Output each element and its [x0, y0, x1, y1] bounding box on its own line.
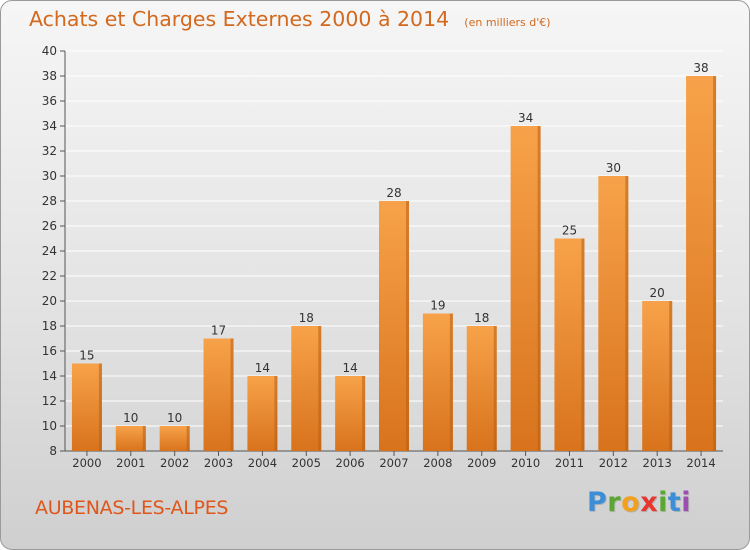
- x-tick-label: 2001: [116, 456, 145, 470]
- bar-value-label: 14: [342, 361, 357, 375]
- bar-value-label: 34: [518, 111, 533, 125]
- bar: [247, 376, 278, 451]
- bar: [335, 376, 366, 451]
- x-tick-label: 2009: [467, 456, 496, 470]
- bar: [466, 326, 497, 451]
- y-tick-label: 12: [42, 394, 57, 408]
- bar-value-label: 14: [255, 361, 270, 375]
- y-tick-label: 20: [42, 294, 57, 308]
- bar-value-label: 18: [474, 311, 489, 325]
- bar: [598, 176, 629, 451]
- x-tick-label: 2000: [72, 456, 101, 470]
- bar-shade: [406, 201, 409, 451]
- x-tick-label: 2010: [511, 456, 540, 470]
- x-tick-label: 2013: [643, 456, 672, 470]
- logo-letter: o: [621, 487, 641, 518]
- bar-value-label: 28: [386, 186, 401, 200]
- y-tick-label: 32: [42, 144, 57, 158]
- bar-value-label: 15: [79, 349, 94, 363]
- bar: [71, 363, 102, 451]
- y-tick-label: 16: [42, 344, 57, 358]
- bar-shade: [581, 238, 585, 451]
- y-tick-label: 38: [42, 69, 57, 83]
- x-tick-label: 2002: [160, 456, 189, 470]
- x-tick-label: 2008: [423, 456, 452, 470]
- logo-letter: P: [587, 487, 608, 518]
- y-tick-label: 36: [42, 94, 57, 108]
- bar-shade: [186, 426, 190, 451]
- bar: [115, 426, 146, 451]
- x-tick-label: 2007: [379, 456, 408, 470]
- y-tick-label: 22: [42, 269, 57, 283]
- x-tick-label: 2003: [204, 456, 233, 470]
- bar-value-label: 20: [650, 286, 665, 300]
- bar-shade: [713, 76, 717, 451]
- bar-value-label: 18: [299, 311, 314, 325]
- bar-shade: [537, 126, 541, 451]
- bar-value-label: 38: [693, 61, 708, 75]
- bar-shade: [625, 176, 629, 451]
- bar: [686, 76, 717, 451]
- y-tick-label: 26: [42, 219, 57, 233]
- x-tick-label: 2012: [599, 456, 628, 470]
- bar: [291, 326, 322, 451]
- bar: [642, 301, 673, 451]
- bar: [379, 201, 409, 451]
- bar-shade: [669, 301, 673, 451]
- x-tick-label: 2006: [335, 456, 364, 470]
- y-tick-label: 30: [42, 169, 57, 183]
- bar-shade: [318, 326, 322, 451]
- bar: [510, 126, 541, 451]
- bar-shade: [362, 376, 366, 451]
- y-tick-label: 8: [49, 444, 57, 458]
- bar-value-label: 10: [123, 411, 138, 425]
- bar-shade: [493, 326, 497, 451]
- bar-shade: [449, 313, 453, 451]
- y-tick-label: 24: [42, 244, 57, 258]
- bar: [554, 238, 585, 451]
- chart-subtitle: (en milliers d'€): [464, 16, 551, 29]
- proxiti-logo[interactable]: Proxiti: [587, 487, 691, 518]
- logo-letter: r: [607, 487, 622, 518]
- bar: [159, 426, 190, 451]
- y-tick-label: 10: [42, 419, 57, 433]
- bar-value-label: 30: [606, 161, 621, 175]
- bar: [422, 313, 453, 451]
- y-tick-label: 40: [42, 44, 57, 58]
- bar-value-label: 19: [430, 299, 445, 313]
- bar-shade: [142, 426, 146, 451]
- y-tick-label: 14: [42, 369, 57, 383]
- title-row: Achats et Charges Externes 2000 à 2014 (…: [29, 7, 551, 31]
- bar: [203, 338, 234, 451]
- y-tick-label: 18: [42, 319, 57, 333]
- bar-value-label: 10: [167, 411, 182, 425]
- bar-shade: [98, 363, 102, 451]
- bar-value-label: 25: [562, 224, 577, 238]
- logo-letter: i: [681, 487, 692, 518]
- x-tick-label: 2005: [292, 456, 321, 470]
- chart-title: Achats et Charges Externes 2000 à 2014: [29, 7, 450, 31]
- logo-letter: x: [640, 487, 659, 518]
- location-label: AUBENAS-LES-ALPES: [35, 497, 229, 519]
- bar-value-label: 17: [211, 324, 226, 338]
- y-tick-label: 34: [42, 119, 57, 133]
- x-tick-label: 2004: [248, 456, 277, 470]
- bar-shade: [274, 376, 278, 451]
- logo-letter: t: [667, 487, 682, 518]
- y-tick-label: 28: [42, 194, 57, 208]
- bar-shade: [230, 338, 234, 451]
- logo-letter: i: [658, 487, 668, 518]
- x-tick-label: 2014: [686, 456, 715, 470]
- x-tick-label: 2011: [555, 456, 584, 470]
